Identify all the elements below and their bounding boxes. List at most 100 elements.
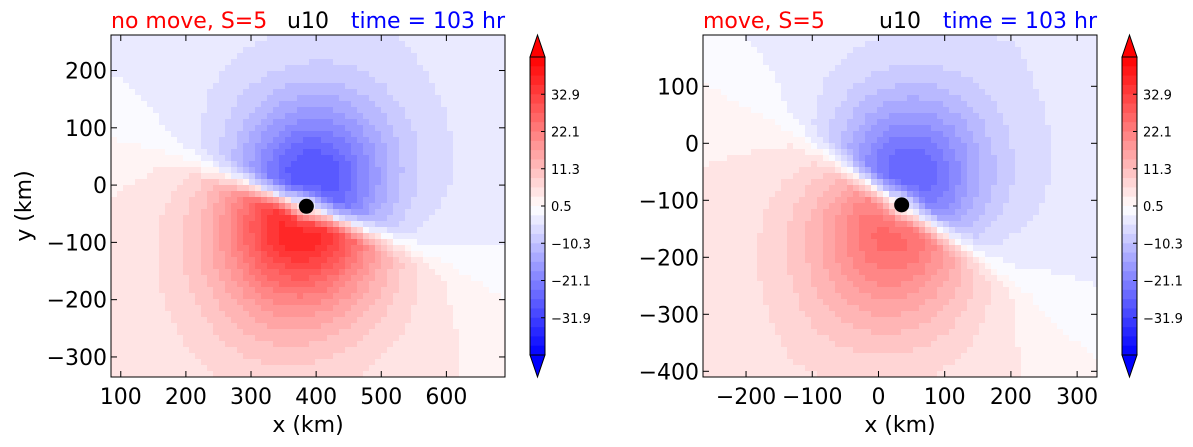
- contour-cell: [1003, 35, 1010, 42]
- contour-cell: [501, 179, 505, 186]
- contour-cell: [757, 35, 764, 42]
- contour-cell: [363, 41, 370, 48]
- contour-cell: [925, 119, 932, 126]
- contour-cell: [315, 209, 322, 216]
- contour-cell: [321, 155, 328, 162]
- contour-cell: [225, 269, 232, 276]
- contour-cell: [823, 77, 830, 84]
- contour-cell: [255, 215, 262, 222]
- contour-cell: [423, 203, 430, 210]
- contour-cell: [495, 71, 502, 78]
- contour-cell: [147, 149, 154, 156]
- contour-cell: [279, 257, 286, 264]
- contour-cell: [261, 113, 268, 120]
- contour-cell: [775, 65, 782, 72]
- contour-cell: [829, 131, 836, 138]
- contour-cell: [117, 239, 124, 246]
- contour-cell: [1075, 41, 1082, 48]
- contour-cell: [937, 125, 944, 132]
- contour-cell: [781, 95, 788, 102]
- contour-cell: [219, 245, 226, 252]
- contour-cell: [267, 149, 274, 156]
- contour-cell: [339, 161, 346, 168]
- contour-cell: [345, 269, 352, 276]
- contour-cell: [309, 95, 316, 102]
- contour-cell: [273, 359, 280, 366]
- contour-cell: [727, 101, 734, 108]
- contour-cell: [279, 365, 286, 372]
- contour-cell: [141, 269, 148, 276]
- contour-cell: [369, 203, 376, 210]
- contour-cell: [369, 77, 376, 84]
- contour-cell: [889, 53, 896, 60]
- contour-cell: [189, 89, 196, 96]
- contour-cell: [207, 137, 214, 144]
- contour-cell: [919, 95, 926, 102]
- contour-cell: [417, 47, 424, 54]
- contour-cell: [405, 125, 412, 132]
- contour-cell: [213, 53, 220, 60]
- contour-cell: [471, 143, 478, 150]
- contour-cell: [357, 299, 364, 306]
- contour-cell: [895, 53, 902, 60]
- contour-cell: [1093, 113, 1097, 120]
- contour-cell: [787, 83, 794, 90]
- contour-cell: [847, 71, 854, 78]
- contour-cell: [483, 287, 490, 294]
- contour-cell: [303, 245, 310, 252]
- contour-cell: [381, 65, 388, 72]
- contour-cell: [171, 203, 178, 210]
- contour-cell: [423, 371, 430, 377]
- contour-cell: [399, 173, 406, 180]
- contour-cell: [417, 245, 424, 252]
- contour-cell: [261, 311, 268, 318]
- contour-cell: [973, 35, 980, 42]
- contour-cell: [781, 47, 788, 54]
- contour-cell: [471, 41, 478, 48]
- contour-cell: [769, 89, 776, 96]
- contour-cell: [471, 281, 478, 288]
- contour-cell: [423, 275, 430, 282]
- contour-cell: [237, 53, 244, 60]
- contour-cell: [441, 323, 448, 330]
- contour-cell: [351, 209, 358, 216]
- contour-cell: [973, 53, 980, 60]
- contour-cell: [333, 353, 340, 360]
- contour-cell: [369, 125, 376, 132]
- contour-cell: [423, 359, 430, 366]
- contour-cell: [1081, 101, 1088, 108]
- contour-cell: [447, 257, 454, 264]
- contour-cell: [1069, 41, 1076, 48]
- contour-cell: [459, 329, 466, 336]
- contour-cell: [435, 107, 442, 114]
- contour-cell: [135, 269, 142, 276]
- contour-cell: [411, 323, 418, 330]
- contour-cell: [201, 257, 208, 264]
- contour-cell: [273, 131, 280, 138]
- contour-cell: [165, 161, 172, 168]
- contour-cell: [237, 221, 244, 228]
- contour-cell: [123, 215, 130, 222]
- contour-cell: [411, 137, 418, 144]
- contour-cell: [793, 95, 800, 102]
- contour-cell: [315, 101, 322, 108]
- contour-cell: [345, 155, 352, 162]
- contour-cell: [889, 95, 896, 102]
- contour-cell: [153, 353, 160, 360]
- contour-cell: [381, 71, 388, 78]
- contour-cell: [141, 311, 148, 318]
- contour-cell: [453, 197, 460, 204]
- contour-cell: [303, 185, 310, 192]
- contour-cell: [703, 125, 710, 132]
- contour-cell: [399, 221, 406, 228]
- contour-cell: [465, 167, 472, 174]
- contour-cell: [477, 143, 484, 150]
- contour-cell: [483, 209, 490, 216]
- contour-cell: [255, 329, 262, 336]
- contour-cell: [225, 281, 232, 288]
- contour-cell: [315, 281, 322, 288]
- contour-cell: [123, 41, 130, 48]
- contour-cell: [147, 347, 154, 354]
- contour-cell: [823, 131, 830, 138]
- contour-cell: [213, 269, 220, 276]
